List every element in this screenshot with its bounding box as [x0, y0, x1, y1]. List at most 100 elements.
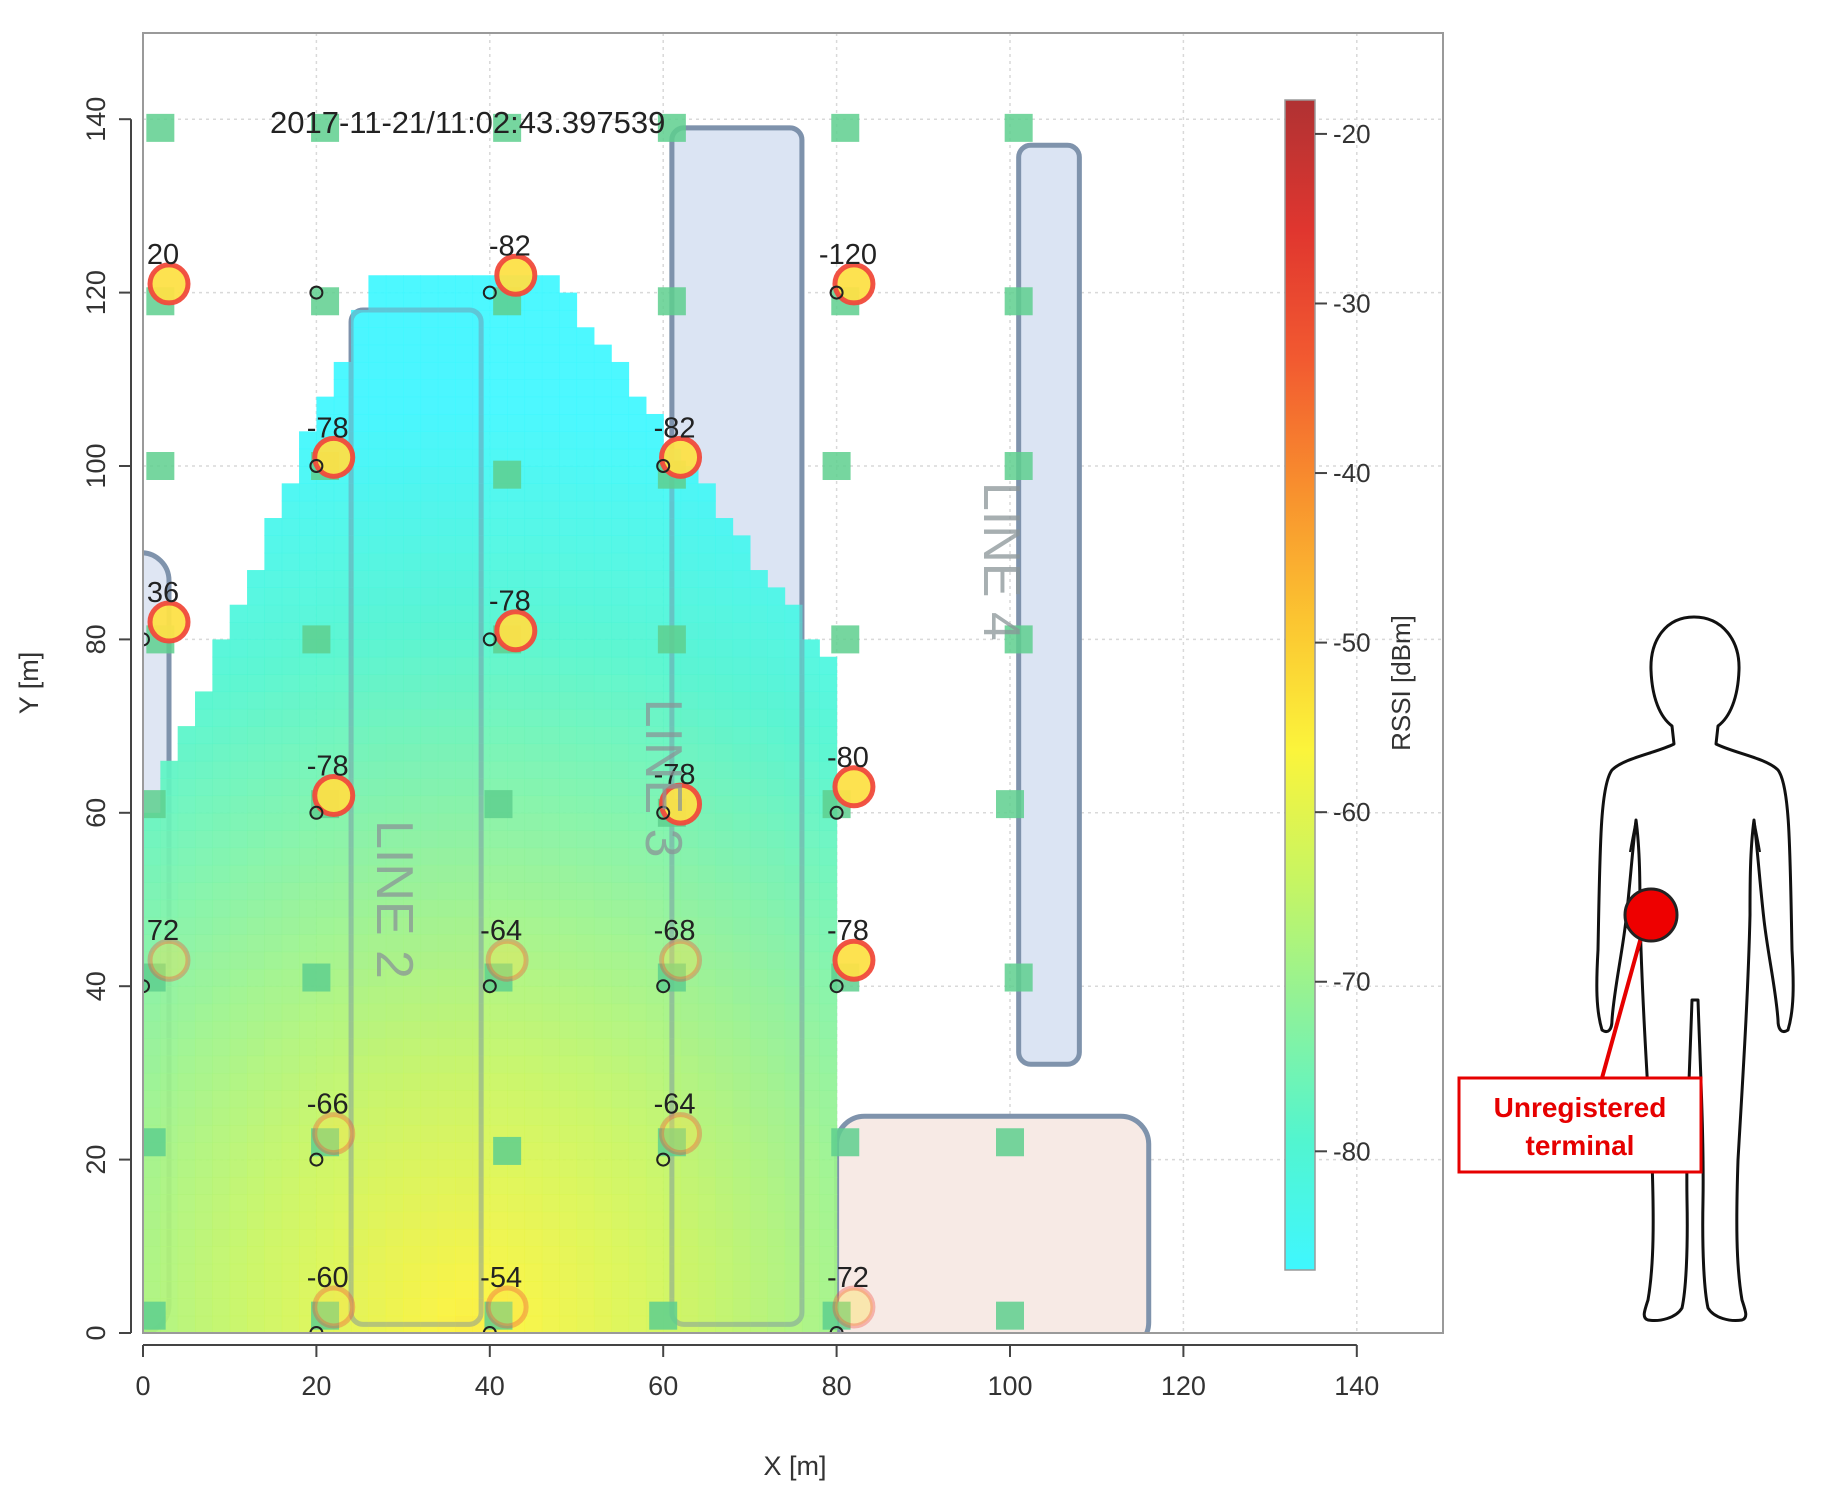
- heatmap-cell: [749, 726, 768, 745]
- heatmap-cell: [489, 760, 508, 779]
- heatmap-cell: [281, 778, 300, 797]
- heatmap-cell: [264, 587, 283, 606]
- y-tick-label: 60: [81, 798, 111, 828]
- heatmap-cell: [333, 1072, 352, 1091]
- heatmap-cell: [784, 1020, 803, 1039]
- heatmap-cell: [351, 882, 370, 901]
- heatmap-cell: [697, 795, 716, 814]
- production-line-overlay: [669, 125, 805, 1327]
- heatmap-cell: [143, 1038, 161, 1057]
- heatmap-cell: [247, 899, 265, 918]
- heatmap-cell: [385, 448, 404, 467]
- heatmap-cell: [403, 656, 422, 675]
- heatmap-cell: [177, 743, 196, 762]
- heatmap-cell: [455, 760, 474, 779]
- heatmap-cell: [732, 1298, 751, 1317]
- heatmap-cell: [645, 587, 664, 606]
- heatmap-cell: [316, 726, 335, 745]
- heatmap-cell: [333, 951, 352, 970]
- heatmap-cell: [143, 864, 161, 883]
- heatmap-cell: [489, 1003, 508, 1022]
- heatmap-cell: [403, 344, 422, 363]
- heatmap-cell: [524, 1055, 543, 1074]
- heatmap-cell: [489, 1211, 508, 1230]
- heatmap-cell: [247, 743, 265, 762]
- heatmap-cell: [385, 1003, 404, 1022]
- reading-label: -78: [307, 412, 349, 444]
- heatmap-cell: [281, 1003, 300, 1022]
- heatmap-cell: [507, 379, 526, 398]
- heatmap-cell: [403, 1124, 422, 1143]
- heatmap-cell: [559, 327, 578, 346]
- heatmap-cell: [680, 1246, 699, 1265]
- heatmap-cell: [559, 1055, 578, 1074]
- heatmap-cell: [524, 830, 543, 849]
- heatmap-cell: [264, 1194, 283, 1213]
- heatmap-cell: [420, 795, 439, 814]
- heatmap-cell: [264, 1020, 283, 1039]
- heatmap-cell: [524, 916, 543, 935]
- heatmap-cell: [368, 344, 387, 363]
- heatmap-cell: [489, 552, 508, 571]
- heatmap-cell: [403, 535, 422, 554]
- heatmap-cell: [541, 726, 560, 745]
- heatmap-cell: [541, 552, 560, 571]
- heatmap-cell: [247, 691, 265, 710]
- heatmap-cell: [663, 691, 682, 710]
- heatmap-cell: [472, 1020, 491, 1039]
- heatmap-cell: [697, 1194, 716, 1213]
- heatmap-cell: [593, 1159, 612, 1178]
- heatmap-cell: [420, 622, 439, 640]
- heatmap-cell: [472, 882, 491, 901]
- heatmap-cell: [351, 622, 370, 640]
- heatmap-cell: [333, 674, 352, 693]
- heatmap-cell: [559, 1142, 578, 1161]
- heatmap-cell: [715, 1246, 734, 1265]
- heatmap-cell: [437, 622, 456, 640]
- heatmap-cell: [403, 518, 422, 536]
- heatmap-cell: [749, 708, 768, 727]
- heatmap-cell: [559, 500, 578, 519]
- heatmap-cell: [403, 466, 422, 484]
- heatmap-cell: [472, 1124, 491, 1143]
- heatmap-cell: [489, 882, 508, 901]
- heatmap-cell: [160, 1211, 179, 1230]
- reading-marker: [312, 773, 356, 817]
- heatmap-cell: [420, 587, 439, 606]
- heatmap-cell: [801, 778, 820, 797]
- heatmap-cell: [767, 622, 786, 640]
- heatmap-cell: [368, 1194, 387, 1213]
- heatmap-cell: [749, 1194, 768, 1213]
- heatmap-cell: [507, 1090, 526, 1109]
- heatmap-cell: [299, 604, 317, 623]
- heatmap-cell: [784, 1159, 803, 1178]
- heatmap-cell: [593, 552, 612, 571]
- heatmap-cell: [819, 691, 838, 710]
- heatmap-cell: [524, 431, 543, 450]
- heatmap-cell: [403, 483, 422, 502]
- heatmap-cell: [507, 760, 526, 779]
- heatmap-cell: [767, 1124, 786, 1143]
- heatmap-cell: [299, 552, 317, 571]
- heatmap-cell: [801, 1124, 820, 1143]
- receiver-marker: [656, 979, 671, 994]
- heatmap-cell: [541, 1072, 560, 1091]
- heatmap-cell: [576, 1159, 595, 1178]
- heatmap-cell: [437, 1038, 456, 1057]
- heatmap-cell: [611, 1211, 630, 1230]
- heatmap-cell: [316, 691, 335, 710]
- heatmap-cell: [628, 778, 647, 797]
- heatmap-cell: [299, 500, 317, 519]
- heatmap-cell: [316, 708, 335, 727]
- plot-border: [142, 32, 1444, 1334]
- reading-label: -78: [827, 915, 869, 947]
- heatmap-cell: [368, 916, 387, 935]
- heatmap-cell: [351, 1246, 370, 1265]
- heatmap-cell: [281, 674, 300, 693]
- heatmap-cell: [576, 986, 595, 1005]
- heatmap-cell: [507, 830, 526, 849]
- heatmap-cell: [784, 1298, 803, 1317]
- heatmap-cell: [507, 587, 526, 606]
- heatmap-cell: [819, 1072, 838, 1091]
- heatmap-cell: [524, 812, 543, 831]
